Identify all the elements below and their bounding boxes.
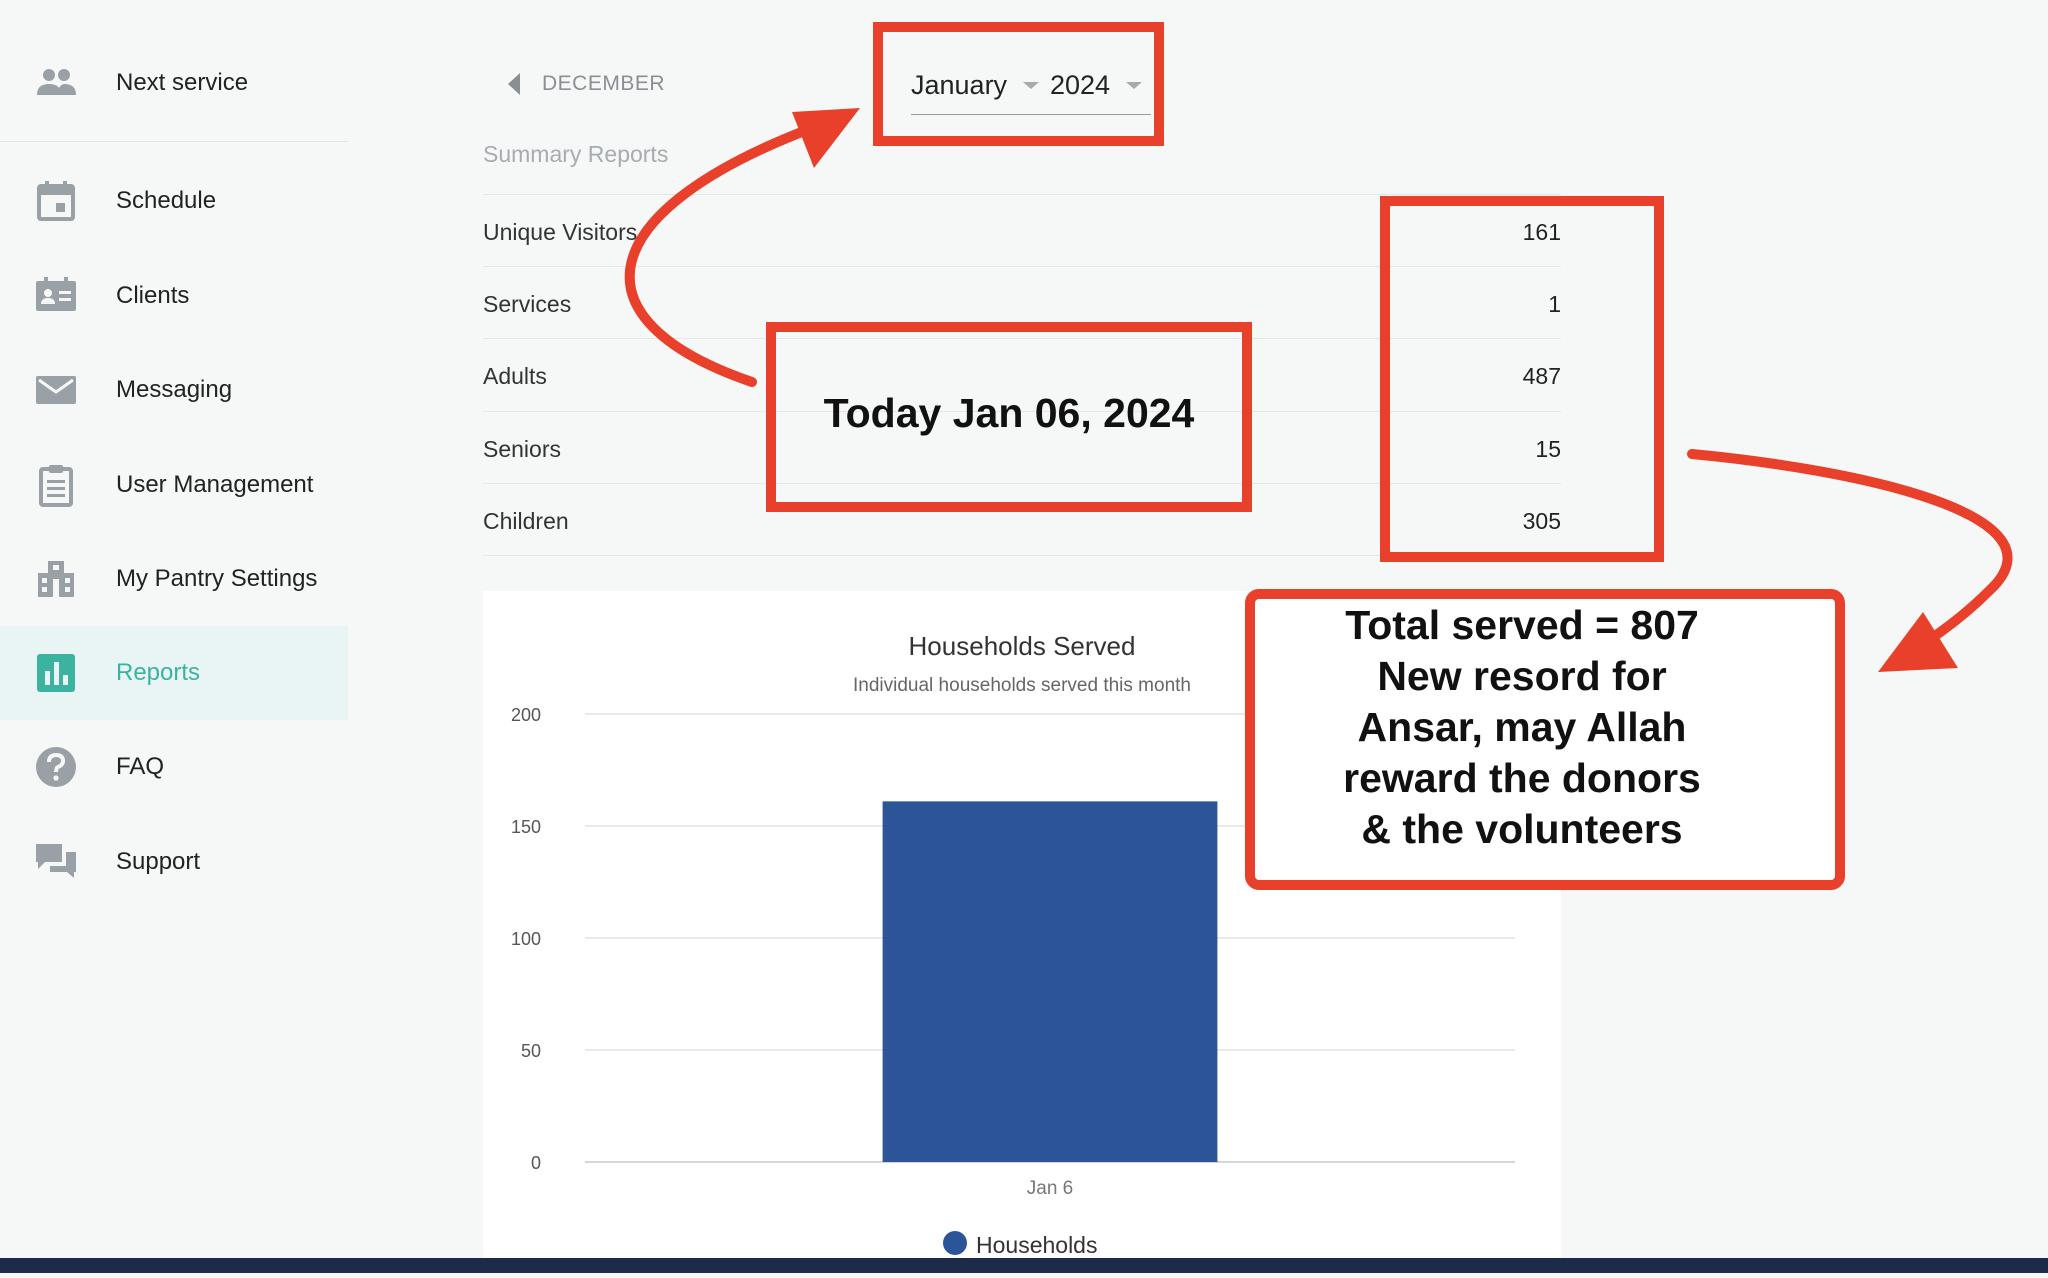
month-select[interactable]: January xyxy=(911,70,1040,101)
annotation-line: reward the donors xyxy=(1343,755,1701,801)
nav-clients[interactable]: Clients xyxy=(0,249,348,343)
select-underline xyxy=(911,114,1151,115)
legend-marker xyxy=(943,1231,967,1255)
row-label: Adults xyxy=(483,363,547,389)
chat-icon xyxy=(34,840,78,884)
sidebar: Next service Schedule Clients Messaging … xyxy=(0,0,348,1273)
nav-label: Schedule xyxy=(116,187,217,214)
bar-chart-icon xyxy=(34,651,78,695)
total-served-annotation: Total served = 807 New resord for Ansar,… xyxy=(1262,600,1782,855)
nav-schedule[interactable]: Schedule xyxy=(0,154,348,248)
annotation-line: Ansar, may Allah xyxy=(1357,704,1687,750)
nav-label: FAQ xyxy=(116,753,165,780)
building-icon xyxy=(34,557,78,601)
prev-month-label: DECEMBER xyxy=(542,72,666,95)
arrowhead-icon xyxy=(792,108,860,168)
chevron-down-icon xyxy=(1126,82,1143,89)
nav-label: Messaging xyxy=(116,376,233,403)
summary-row: Unique Visitors 161 xyxy=(483,194,1561,267)
help-icon xyxy=(34,745,78,789)
clipboard-icon xyxy=(34,463,78,507)
chevron-down-icon xyxy=(1023,82,1040,89)
row-value: 15 xyxy=(1535,436,1561,462)
y-tick-label: 0 xyxy=(531,1153,541,1173)
row-label: Children xyxy=(483,508,569,534)
arrowhead-icon xyxy=(1878,612,1958,672)
today-annotation: Today Jan 06, 2024 xyxy=(823,390,1195,436)
summary-row: Seniors 15 xyxy=(483,411,1561,484)
legend-label[interactable]: Households xyxy=(976,1232,1097,1258)
summary-row: Adults 487 xyxy=(483,338,1561,411)
nav-support[interactable]: Support xyxy=(0,815,348,909)
row-value: 1 xyxy=(1548,291,1561,317)
y-tick-label: 100 xyxy=(511,929,541,949)
bottom-bar xyxy=(0,1258,2048,1273)
row-value: 305 xyxy=(1522,508,1561,534)
year-select[interactable]: 2024 xyxy=(1050,70,1143,101)
chart-title: Households Served xyxy=(909,631,1136,661)
y-tick-label: 200 xyxy=(511,705,541,725)
nav-next-service[interactable]: Next service xyxy=(0,36,348,130)
envelope-icon xyxy=(34,368,78,412)
nav-label: Support xyxy=(116,848,201,875)
chevron-left-icon xyxy=(508,73,520,95)
nav-pantry-settings[interactable]: My Pantry Settings xyxy=(0,532,348,626)
households-chart: Households Served Individual households … xyxy=(511,631,1515,1258)
nav-label: User Management xyxy=(116,471,314,498)
nav-label: Next service xyxy=(116,69,249,96)
prev-month-button[interactable]: DECEMBER xyxy=(508,72,665,96)
annotation-line: New resord for xyxy=(1377,653,1667,699)
nav-label: Clients xyxy=(116,282,190,309)
nav-label: Reports xyxy=(116,659,201,686)
nav-messaging[interactable]: Messaging xyxy=(0,343,348,437)
y-tick-label: 50 xyxy=(521,1041,541,1061)
calendar-icon xyxy=(34,179,78,223)
summary-title: Summary Reports xyxy=(483,141,669,167)
annotation-line: Total served = 807 xyxy=(1345,602,1699,648)
nav-label: My Pantry Settings xyxy=(116,565,318,592)
values-highlight-box xyxy=(1380,196,1664,562)
annotation-line: & the volunteers xyxy=(1361,806,1683,852)
summary-row: Services 1 xyxy=(483,266,1561,339)
nav-reports[interactable]: Reports xyxy=(0,626,348,720)
nav-faq[interactable]: FAQ xyxy=(0,720,348,814)
x-tick-label: Jan 6 xyxy=(1027,1178,1073,1199)
id-card-icon xyxy=(34,274,78,318)
year-value: 2024 xyxy=(1050,70,1111,100)
sidebar-divider xyxy=(0,141,348,142)
people-icon xyxy=(34,61,78,105)
row-label: Unique Visitors xyxy=(483,219,638,245)
row-value: 487 xyxy=(1522,363,1561,389)
row-value: 161 xyxy=(1522,219,1561,245)
month-highlight-box xyxy=(873,22,1164,146)
nav-user-management[interactable]: User Management xyxy=(0,438,348,532)
today-box xyxy=(766,322,1252,512)
row-label: Services xyxy=(483,291,572,317)
bar[interactable] xyxy=(882,801,1218,1162)
month-value: January xyxy=(911,70,1008,100)
row-label: Seniors xyxy=(483,436,561,462)
summary-row: Children 305 xyxy=(483,483,1561,556)
y-tick-label: 150 xyxy=(511,817,541,837)
chart-subtitle: Individual households served this month xyxy=(853,675,1191,696)
summary-divider xyxy=(483,555,1561,556)
